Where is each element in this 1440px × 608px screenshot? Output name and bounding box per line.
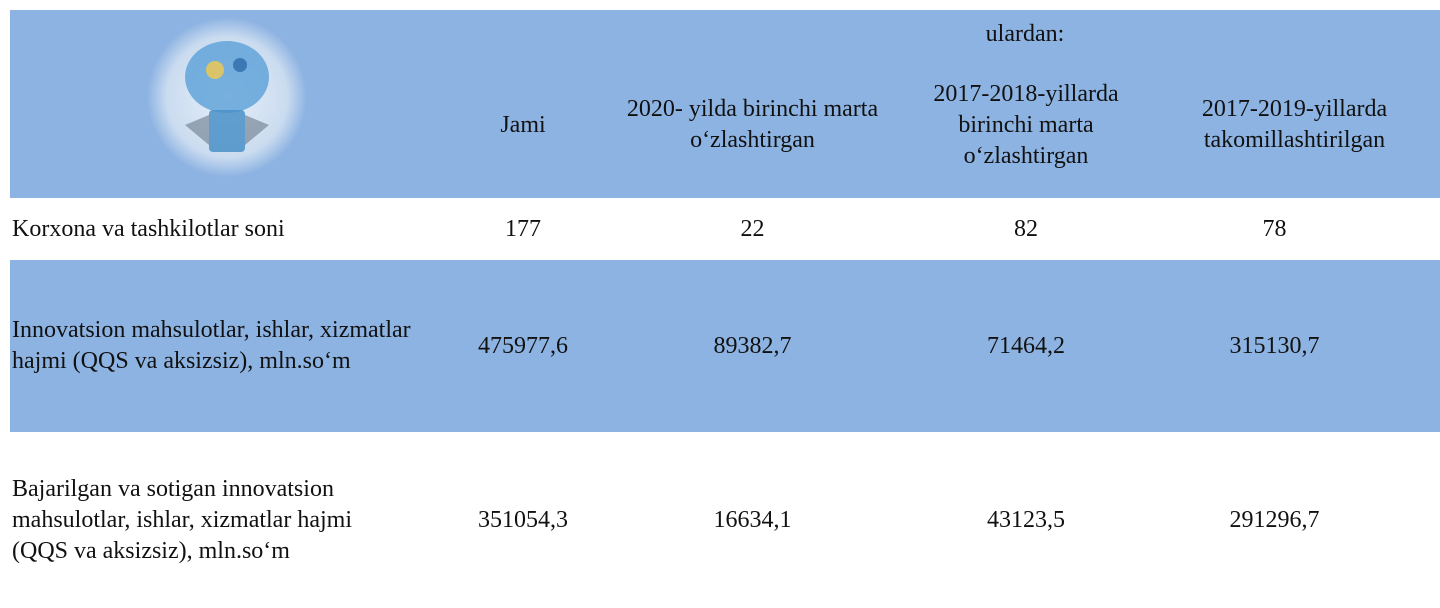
cell-value: 475977,6 bbox=[440, 260, 606, 432]
cell-value: 315130,7 bbox=[1132, 260, 1417, 432]
logo bbox=[145, 15, 310, 180]
row-label: Innovatsion mahsulotlar, ishlar, xizmatl… bbox=[12, 260, 412, 432]
cell-value: 82 bbox=[895, 198, 1157, 260]
row-label: Bajarilgan va sotigan innovatsion mahsul… bbox=[12, 432, 412, 608]
row-label: Korxona va tashkilotlar soni bbox=[12, 198, 442, 260]
cell-value: 16634,1 bbox=[620, 432, 885, 608]
group-label: ulardan: bbox=[900, 14, 1150, 54]
cell-value: 78 bbox=[1132, 198, 1417, 260]
column-header: 2020- yilda birinchi marta o‘zlashtirgan bbox=[620, 60, 885, 190]
cell-value: 89382,7 bbox=[620, 260, 885, 432]
column-header: 2017-2018-yillarda birinchi marta o‘zlas… bbox=[895, 60, 1157, 190]
cell-value: 43123,5 bbox=[895, 432, 1157, 608]
cell-value: 291296,7 bbox=[1132, 432, 1417, 608]
cell-value: 177 bbox=[440, 198, 606, 260]
page: ulardan: Jami 2020- yilda birinchi marta… bbox=[0, 0, 1440, 608]
cell-value: 351054,3 bbox=[440, 432, 606, 608]
column-header: Jami bbox=[460, 60, 586, 190]
cell-value: 71464,2 bbox=[895, 260, 1157, 432]
cell-value: 22 bbox=[620, 198, 885, 260]
column-header: 2017-2019-yillarda takomillashtirilgan bbox=[1152, 60, 1437, 190]
